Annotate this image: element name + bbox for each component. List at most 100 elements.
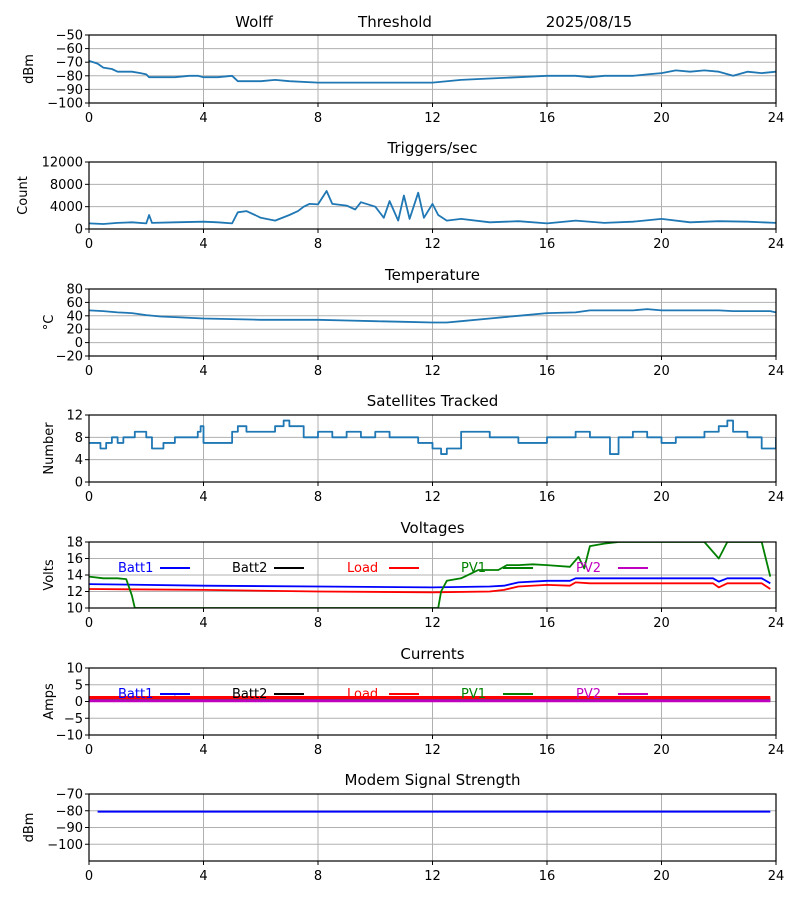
legend-label-pv1: PV1 [461,687,486,702]
chart-title: Voltages [400,519,464,537]
y-tick-label: 8 [75,431,83,446]
x-tick-label: 12 [424,111,441,126]
y-tick-label: 60 [66,296,83,311]
x-tick-label: 0 [85,490,93,505]
x-tick-label: 12 [424,490,441,505]
legend-label-pv1: PV1 [461,561,486,576]
x-tick-label: 20 [653,616,670,631]
x-tick-label: 24 [768,237,785,252]
x-tick-label: 16 [539,237,556,252]
y-axis-label: dBm [22,54,37,84]
y-tick-label: −20 [56,350,83,365]
y-tick-label: 10 [66,662,83,677]
y-tick-label: 18 [66,536,83,551]
y-tick-label: 16 [66,552,83,567]
panel-satellites: 0 4 8 12 16 20 24 12 8 4 0 Number Satellites Tracked [42,392,784,505]
x-tick-label: 12 [424,237,441,252]
series-line-temperature [89,308,776,324]
x-tick-label: 16 [539,111,556,126]
y-tick-label: −100 [47,97,83,112]
x-tick-label: 4 [199,364,207,379]
series-line-load [89,581,771,594]
x-tick-label: 8 [314,869,322,884]
y-tick-label: −10 [56,729,83,744]
chart-title: Satellites Tracked [367,392,498,410]
y-tick-label: 80 [66,283,83,298]
header-mode: Threshold [357,13,432,31]
y-tick-label: 40 [66,309,83,324]
x-tick-label: 16 [539,743,556,758]
y-tick-label: −60 [56,42,83,57]
series-line-signal [89,59,776,84]
x-tick-label: 8 [314,490,322,505]
y-axis-label: dBm [22,813,37,843]
y-axis-label: Number [42,422,57,475]
x-tick-label: 12 [424,869,441,884]
y-tick-label: −100 [47,838,83,853]
series-line-pv1 [89,542,772,608]
x-tick-label: 20 [653,869,670,884]
y-tick-label: 4 [75,453,83,468]
panel-triggers: 0 4 8 12 16 20 24 12000 8000 4000 0 Count Triggers/s… [16,139,784,252]
panel-modem: 0 4 8 12 16 20 24 −70−80 −90 −100 dBm Modem Signal … [22,771,784,884]
x-tick-label: 24 [768,616,785,631]
y-tick-label: −70 [56,788,83,803]
chart-title: Temperature [384,266,480,284]
x-tick-label: 4 [199,869,207,884]
x-tick-label: 0 [85,111,93,126]
y-tick-label: −5 [64,712,83,727]
y-tick-label: 14 [66,569,83,584]
y-tick-label: 8000 [50,178,83,193]
y-tick-label: −70 [56,56,83,71]
y-tick-label: −90 [56,83,83,98]
series-line-satellites [89,419,776,455]
x-tick-label: 20 [653,237,670,252]
x-tick-label: 20 [653,743,670,758]
header-station: Wolff [235,13,273,31]
y-tick-label: −80 [56,804,83,819]
x-tick-label: 24 [768,743,785,758]
x-tick-label: 0 [85,364,93,379]
y-tick-label: 20 [66,323,83,338]
y-tick-label: 0 [75,223,83,238]
chart-title: Triggers/sec [387,139,478,157]
y-tick-label: 4000 [50,200,83,215]
series-line-triggers [89,190,776,225]
legend-label-batt1: Batt1 [118,561,153,576]
x-tick-label: 16 [539,364,556,379]
x-tick-label: 0 [85,616,93,631]
y-tick-label: 0 [75,476,83,491]
x-tick-label: 12 [424,616,441,631]
x-tick-label: 8 [314,237,322,252]
panel-currents: 0 4 8 12 16 20 24 105 0 −5 −10 Amps Currents Batt1 Bat… [42,645,784,758]
x-tick-label: 24 [768,490,785,505]
x-tick-label: 8 [314,743,322,758]
y-axis-label: Volts [42,559,57,591]
x-tick-label: 8 [314,111,322,126]
y-tick-label: 12 [66,409,83,424]
y-tick-label: 0 [75,695,83,710]
y-tick-label: −80 [56,69,83,84]
legend-label-pv2: PV2 [576,561,601,576]
x-tick-label: 0 [85,869,93,884]
x-tick-label: 20 [653,364,670,379]
x-tick-label: 4 [199,743,207,758]
y-tick-label: 10 [66,602,83,617]
legend-label-batt1: Batt1 [118,687,153,702]
chart-title: Currents [400,645,464,663]
x-tick-label: 20 [653,490,670,505]
legend-label-load: Load [347,687,378,702]
x-tick-label: 0 [85,743,93,758]
x-tick-label: 16 [539,616,556,631]
x-tick-label: 24 [768,869,785,884]
y-tick-label: 12 [66,585,83,600]
y-tick-label: −90 [56,821,83,836]
chart-title: Modem Signal Strength [345,771,521,789]
x-tick-label: 16 [539,490,556,505]
x-tick-label: 0 [85,237,93,252]
x-tick-label: 12 [424,743,441,758]
x-tick-label: 12 [424,364,441,379]
